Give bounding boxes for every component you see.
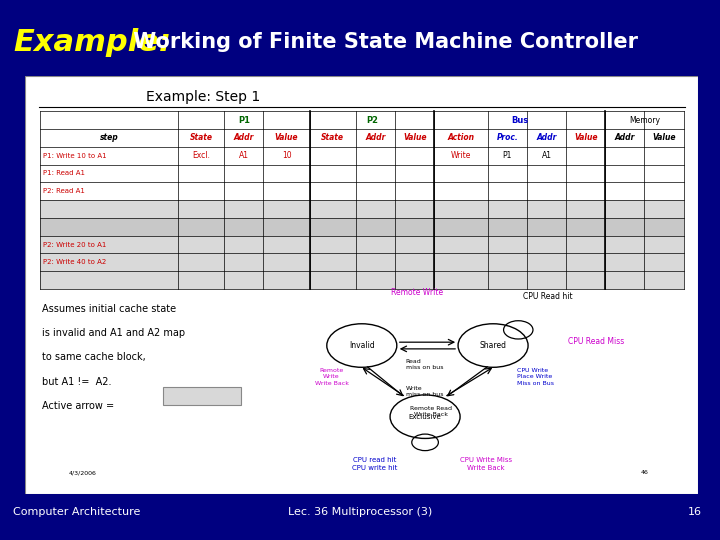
Text: P2: Write 40 to A2: P2: Write 40 to A2 bbox=[42, 259, 106, 265]
Text: P1: P1 bbox=[238, 116, 250, 125]
Text: Value: Value bbox=[652, 133, 676, 143]
Text: Lec. 36 Multiprocessor (3): Lec. 36 Multiprocessor (3) bbox=[288, 508, 432, 517]
Text: P1: Write 10 to A1: P1: Write 10 to A1 bbox=[42, 153, 107, 159]
Text: Value: Value bbox=[574, 133, 598, 143]
Text: Bus: Bus bbox=[511, 116, 528, 125]
Text: State: State bbox=[189, 133, 212, 143]
Text: 46: 46 bbox=[641, 470, 649, 475]
Text: Memory: Memory bbox=[629, 116, 660, 125]
Text: State: State bbox=[321, 133, 344, 143]
Text: Remote Read
Write Back: Remote Read Write Back bbox=[410, 406, 452, 417]
Text: P2: P2 bbox=[366, 116, 378, 125]
Bar bbox=[40, 218, 683, 235]
Text: Remote
Write
Write Back: Remote Write Write Back bbox=[315, 368, 348, 386]
Text: Proc.: Proc. bbox=[497, 133, 518, 143]
Text: A1: A1 bbox=[541, 151, 552, 160]
Text: 10: 10 bbox=[282, 151, 292, 160]
Text: Value: Value bbox=[403, 133, 426, 143]
Text: Example: Step 1: Example: Step 1 bbox=[146, 90, 261, 104]
Text: CPU Write
Place Write
Miss on Bus: CPU Write Place Write Miss on Bus bbox=[517, 368, 554, 386]
Text: step: step bbox=[99, 133, 118, 143]
Text: but A1 !=  A2.: but A1 != A2. bbox=[42, 376, 112, 387]
Text: Exclusive: Exclusive bbox=[409, 414, 441, 420]
Bar bbox=[40, 235, 683, 253]
Text: Active arrow =: Active arrow = bbox=[42, 401, 114, 411]
Text: 16: 16 bbox=[688, 508, 702, 517]
Text: Computer Architecture: Computer Architecture bbox=[13, 508, 140, 517]
Text: CPU read hit
CPU write hit: CPU read hit CPU write hit bbox=[352, 457, 397, 471]
Text: P2: Write 20 to A1: P2: Write 20 to A1 bbox=[42, 241, 106, 247]
Bar bbox=[40, 200, 683, 218]
Text: CPU Read hit: CPU Read hit bbox=[523, 292, 572, 301]
Text: Example:: Example: bbox=[13, 28, 171, 57]
Text: P2: Read A1: P2: Read A1 bbox=[42, 188, 84, 194]
Text: Working of Finite State Machine Controller: Working of Finite State Machine Controll… bbox=[126, 32, 638, 52]
Text: Read
miss on bus: Read miss on bus bbox=[405, 359, 443, 370]
Text: is invalid and A1 and A2 map: is invalid and A1 and A2 map bbox=[42, 328, 185, 338]
Bar bbox=[40, 253, 683, 271]
Text: Shared: Shared bbox=[480, 341, 507, 350]
Text: P1: P1 bbox=[503, 151, 512, 160]
Text: 4/3/2006: 4/3/2006 bbox=[68, 470, 96, 475]
Text: CPU Read Miss: CPU Read Miss bbox=[569, 337, 625, 346]
Bar bbox=[40, 271, 683, 289]
Text: to same cache block,: to same cache block, bbox=[42, 352, 145, 362]
Text: Remote Write: Remote Write bbox=[391, 288, 444, 296]
Text: Addr: Addr bbox=[615, 133, 635, 143]
Text: Addr: Addr bbox=[366, 133, 386, 143]
Bar bbox=[163, 387, 240, 405]
Text: P1: Read A1: P1: Read A1 bbox=[42, 171, 85, 177]
Text: Excl.: Excl. bbox=[192, 151, 210, 160]
Text: Assumes initial cache state: Assumes initial cache state bbox=[42, 303, 176, 314]
Text: Value: Value bbox=[275, 133, 298, 143]
Text: Addr: Addr bbox=[234, 133, 254, 143]
Bar bbox=[40, 218, 683, 235]
Text: CPU Write Miss
Write Back: CPU Write Miss Write Back bbox=[459, 457, 512, 471]
Text: Write
miss on bus: Write miss on bus bbox=[405, 386, 443, 397]
Text: Write: Write bbox=[451, 151, 471, 160]
Text: Addr: Addr bbox=[536, 133, 557, 143]
Text: A1: A1 bbox=[239, 151, 249, 160]
Text: Invalid: Invalid bbox=[349, 341, 374, 350]
Text: Action: Action bbox=[448, 133, 474, 143]
